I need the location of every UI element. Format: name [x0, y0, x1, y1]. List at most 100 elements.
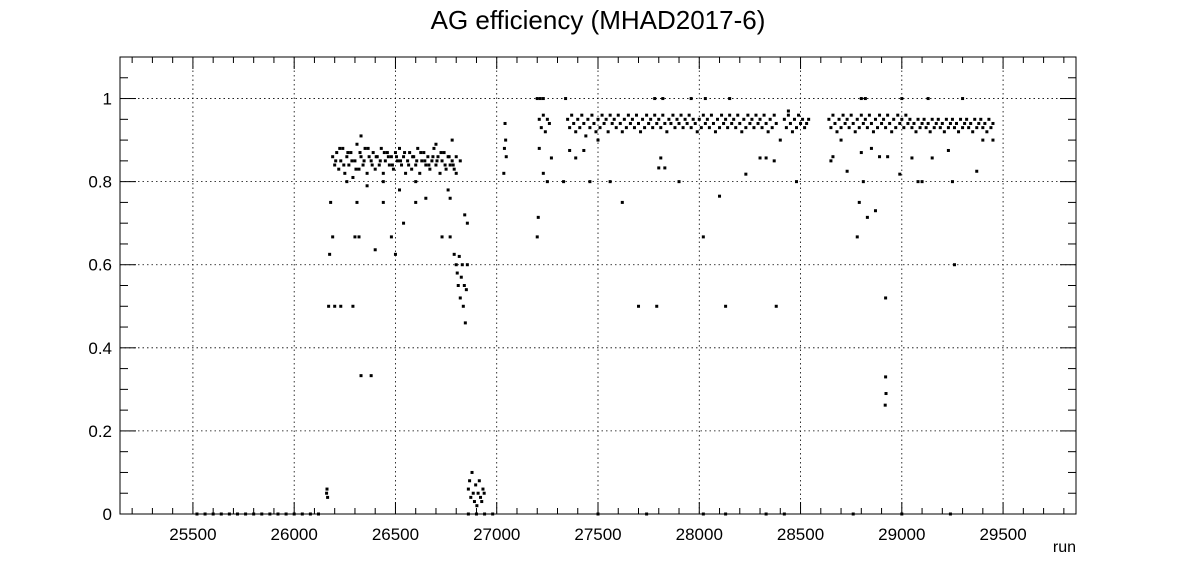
data-point: [718, 126, 722, 130]
data-point: [845, 169, 849, 173]
data-point: [748, 121, 752, 125]
data-point: [326, 495, 330, 499]
data-point: [424, 196, 428, 200]
data-point: [861, 121, 865, 125]
data-point: [657, 117, 661, 121]
data-point: [422, 151, 426, 155]
data-point: [869, 121, 873, 125]
data-point: [827, 117, 831, 121]
data-point: [381, 200, 385, 204]
chart-title: AG efficiency (MHAD2017-6): [431, 5, 766, 35]
data-point: [839, 126, 843, 130]
data-point: [568, 148, 572, 152]
data-point: [582, 148, 586, 152]
data-point: [973, 117, 977, 121]
x-axis-label: run: [1053, 539, 1076, 556]
data-point: [886, 113, 890, 117]
data-point: [647, 121, 651, 125]
data-point: [504, 155, 508, 159]
data-point: [444, 167, 448, 171]
data-point: [677, 180, 681, 184]
data-point: [428, 167, 432, 171]
data-point: [541, 97, 545, 101]
data-point: [952, 126, 956, 130]
data-point: [592, 121, 596, 125]
data-point: [481, 487, 485, 491]
data-point: [699, 126, 703, 130]
data-point: [410, 167, 414, 171]
data-point: [403, 151, 407, 155]
data-point: [790, 130, 794, 134]
data-point: [541, 171, 545, 175]
data-point: [362, 159, 366, 163]
data-point: [975, 169, 979, 173]
data-point: [896, 113, 900, 117]
data-point: [454, 171, 458, 175]
data-point: [774, 304, 778, 308]
data-point: [863, 97, 867, 101]
data-point: [855, 235, 859, 239]
data-point: [440, 159, 444, 163]
data-point: [679, 113, 683, 117]
data-point: [689, 97, 693, 101]
data-point: [632, 126, 636, 130]
data-point: [480, 500, 484, 504]
data-point: [709, 113, 713, 117]
data-point: [537, 117, 541, 121]
data-point: [722, 121, 726, 125]
data-point: [837, 117, 841, 121]
data-point: [734, 126, 738, 130]
data-point: [841, 113, 845, 117]
data-point: [466, 487, 470, 491]
data-point: [946, 126, 950, 130]
data-point: [359, 155, 363, 159]
data-point: [341, 146, 345, 150]
data-point: [539, 126, 543, 130]
data-point: [618, 121, 622, 125]
data-point: [452, 252, 456, 256]
data-point: [386, 155, 390, 159]
data-point: [786, 113, 790, 117]
data-point: [916, 117, 920, 121]
data-point: [416, 146, 420, 150]
data-point: [797, 113, 801, 117]
data-point: [367, 155, 371, 159]
data-point: [979, 117, 983, 121]
data-point: [944, 117, 948, 121]
data-point: [363, 146, 367, 150]
data-point: [971, 130, 975, 134]
data-point: [434, 142, 438, 146]
data-point: [884, 296, 888, 300]
data-point: [659, 156, 663, 160]
data-point: [399, 159, 403, 163]
data-point: [987, 117, 991, 121]
data-point: [934, 121, 938, 125]
data-points: [195, 97, 995, 516]
data-point: [653, 97, 657, 101]
data-point: [683, 117, 687, 121]
data-point: [423, 159, 427, 163]
data-point: [884, 126, 888, 130]
data-point: [393, 252, 397, 256]
data-point: [693, 121, 697, 125]
data-point: [366, 146, 370, 150]
data-point: [398, 146, 402, 150]
data-point: [807, 117, 811, 121]
data-point: [669, 121, 673, 125]
data-point: [325, 491, 329, 495]
data-point: [950, 117, 954, 121]
data-point: [799, 121, 803, 125]
data-point: [863, 117, 867, 121]
data-point: [884, 392, 888, 396]
data-point: [564, 97, 568, 101]
data-point: [398, 188, 402, 192]
data-point: [420, 159, 424, 163]
data-point: [393, 151, 397, 155]
data-point: [651, 126, 655, 130]
data-point: [458, 159, 462, 163]
data-point: [547, 121, 551, 125]
data-point: [535, 97, 539, 101]
data-point: [914, 130, 918, 134]
data-point: [442, 151, 446, 155]
data-point: [778, 138, 782, 142]
